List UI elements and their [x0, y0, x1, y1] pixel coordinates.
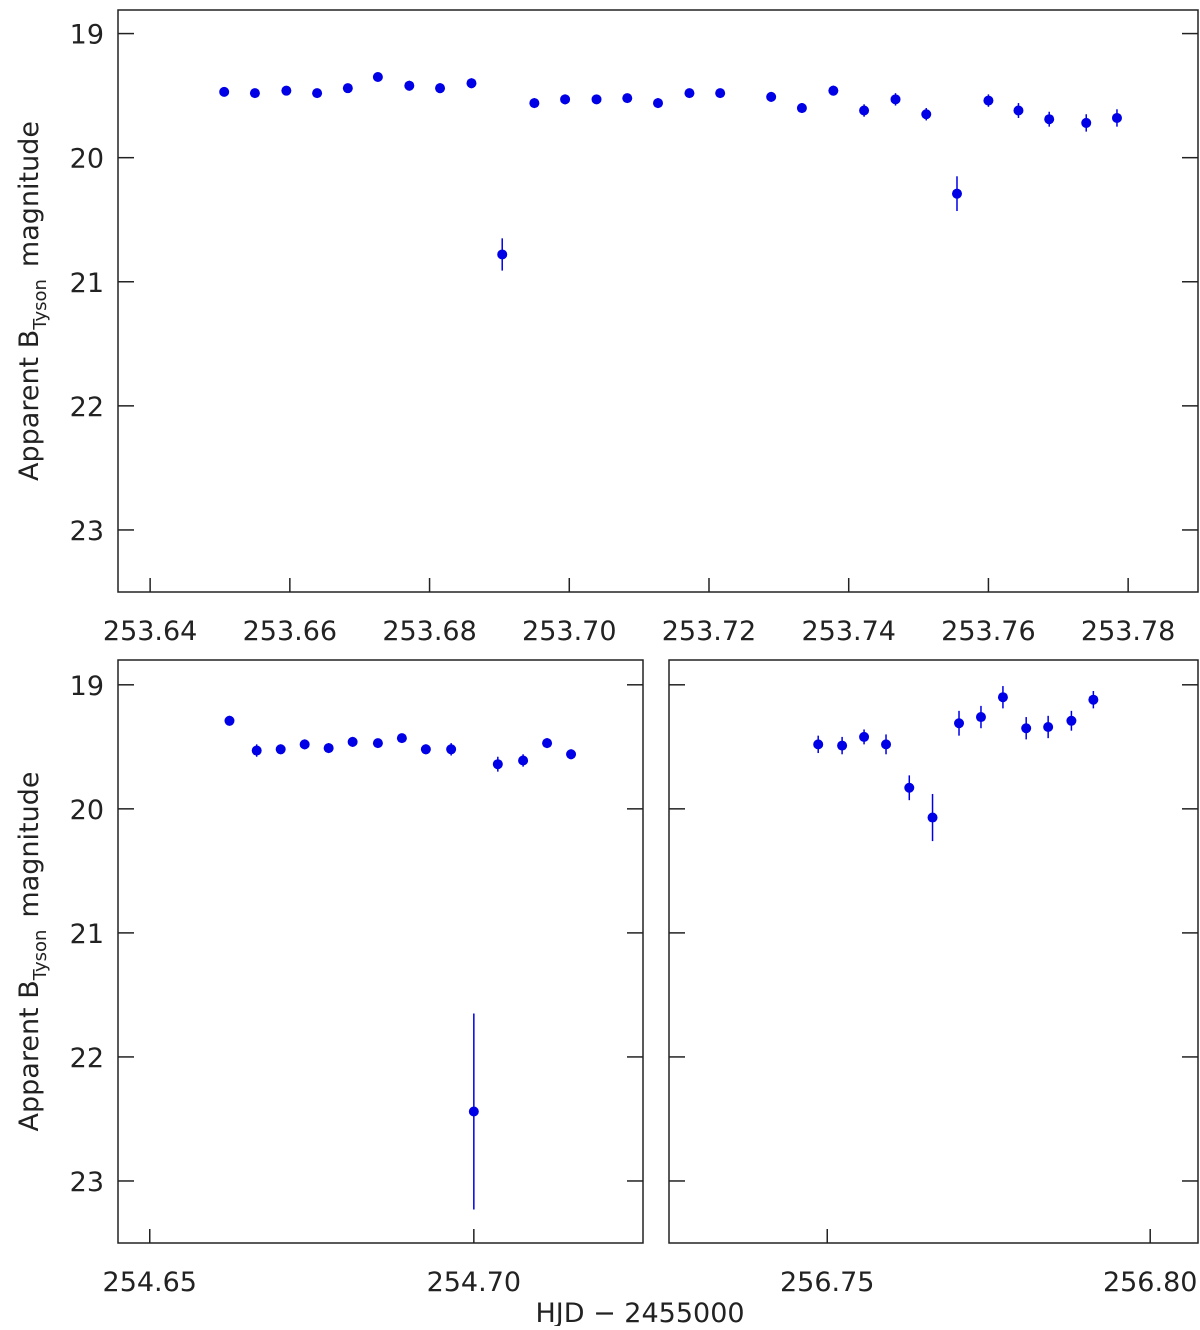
data-point: [342, 83, 353, 94]
data-point: [813, 739, 824, 750]
data-point: [323, 743, 334, 754]
data-point: [281, 85, 292, 96]
data-point: [859, 105, 870, 116]
y-label-sub: Tyson: [30, 930, 51, 982]
y-tick-label: 23: [70, 516, 104, 547]
data-point: [219, 86, 230, 97]
x-tick-label: 253.76: [941, 616, 1035, 647]
x-tick-label: 256.75: [780, 1267, 874, 1298]
data-point: [1088, 694, 1099, 705]
data-point: [566, 749, 577, 760]
data-point: [466, 78, 477, 89]
x-tick-label: 256.80: [1103, 1267, 1197, 1298]
data-point: [468, 1106, 479, 1117]
x-tick-label: 253.74: [801, 616, 895, 647]
y-label-main: Apparent B: [14, 980, 45, 1131]
y-axis-label: Apparent BTyson magnitude: [14, 121, 51, 481]
y-axis-label: Apparent BTyson magnitude: [14, 772, 51, 1132]
y-label-sub: Tyson: [30, 279, 51, 331]
data-point: [312, 88, 323, 99]
data-point: [560, 94, 571, 105]
y-tick-label: 23: [70, 1167, 104, 1198]
data-point: [275, 744, 286, 755]
x-tick-label: 253.70: [522, 616, 616, 647]
data-point: [404, 80, 415, 91]
data-point: [396, 733, 407, 744]
y-tick-label: 22: [70, 392, 104, 423]
data-point: [224, 715, 235, 726]
data-point: [954, 718, 965, 729]
plot-frame: [668, 659, 1199, 1244]
y-tick-label: 21: [70, 268, 104, 299]
x-tick-label: 253.78: [1081, 616, 1175, 647]
data-point: [372, 72, 383, 83]
x-tick-label: 253.66: [243, 616, 337, 647]
data-point: [1021, 723, 1032, 734]
data-point: [881, 739, 892, 750]
data-point: [420, 744, 431, 755]
x-tick-label: 254.70: [427, 1267, 521, 1298]
data-point: [715, 88, 726, 99]
data-point: [518, 755, 529, 766]
data-point: [890, 94, 901, 105]
y-tick-label: 19: [70, 20, 104, 51]
data-point: [1043, 721, 1054, 732]
data-point: [492, 759, 503, 770]
y-label-end: magnitude: [14, 772, 45, 918]
data-point: [372, 738, 383, 749]
x-tick-label: 254.65: [103, 1267, 197, 1298]
data-point: [299, 739, 310, 750]
plot-frame: [117, 9, 1199, 593]
data-point: [542, 738, 553, 749]
data-point: [591, 94, 602, 105]
data-point: [997, 692, 1008, 703]
data-point: [837, 740, 848, 751]
data-point: [975, 712, 986, 723]
data-point: [1066, 715, 1077, 726]
data-point: [983, 95, 994, 106]
data-point: [859, 731, 870, 742]
y-tick-label: 22: [70, 1043, 104, 1074]
data-point: [951, 188, 962, 199]
data-point: [927, 812, 938, 823]
data-point: [921, 109, 932, 120]
data-point: [529, 98, 540, 109]
data-point: [766, 91, 777, 102]
y-tick-label: 20: [70, 795, 104, 826]
data-point: [251, 745, 262, 756]
data-point: [446, 744, 457, 755]
data-point: [1111, 112, 1122, 123]
y-label-end: magnitude: [14, 121, 45, 267]
data-point: [684, 88, 695, 99]
data-point: [653, 98, 663, 109]
data-point: [796, 103, 807, 114]
plot-frame: [117, 659, 644, 1244]
y-tick-label: 21: [70, 919, 104, 950]
x-tick-label: 253.68: [382, 616, 476, 647]
y-label-main: Apparent B: [14, 330, 45, 481]
data-point: [828, 85, 839, 96]
data-point: [1044, 114, 1055, 125]
data-point: [435, 83, 446, 94]
x-tick-label: 253.64: [103, 616, 197, 647]
data-point: [904, 782, 915, 793]
data-point: [249, 88, 260, 99]
x-axis-label: HJD − 2455000: [535, 1298, 744, 1326]
y-tick-label: 20: [70, 144, 104, 175]
x-tick-label: 253.72: [662, 616, 756, 647]
data-point: [622, 93, 633, 104]
data-point: [1013, 105, 1024, 116]
data-point: [1081, 117, 1092, 128]
data-point: [497, 249, 508, 260]
y-tick-label: 19: [70, 671, 104, 702]
data-point: [347, 736, 358, 747]
